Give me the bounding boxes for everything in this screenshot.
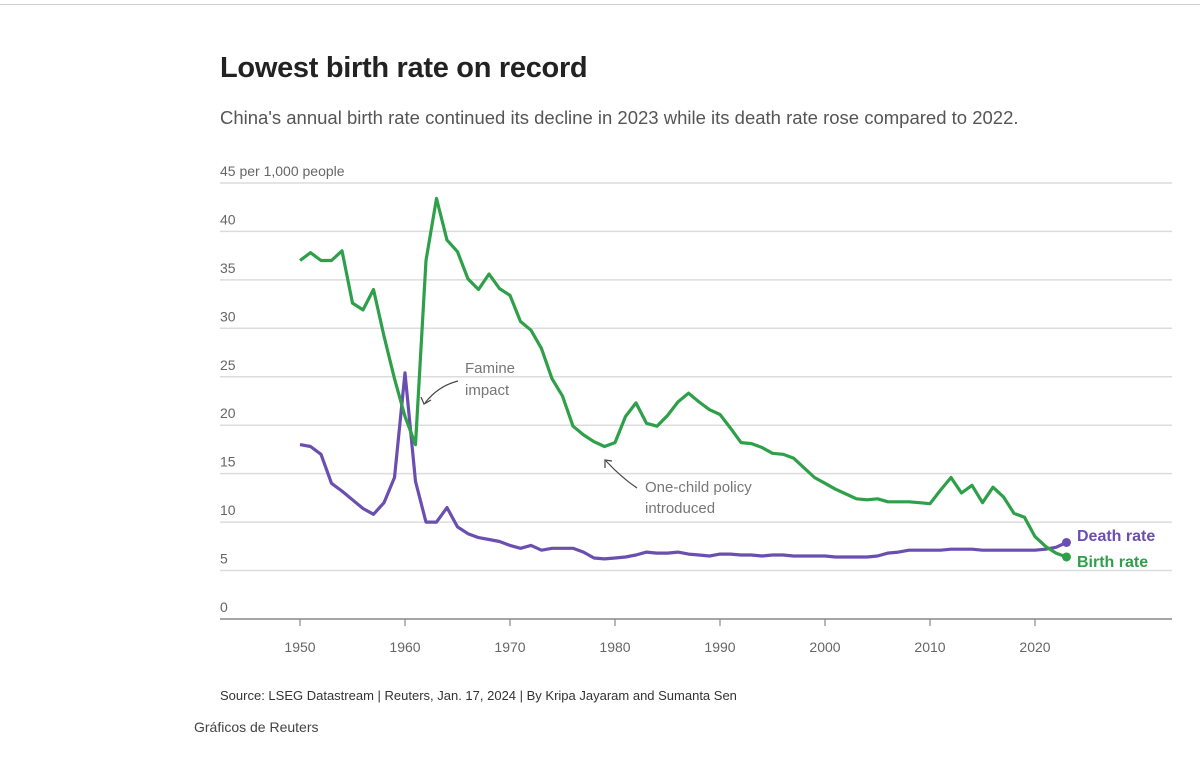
y-tick-label: 40 <box>220 211 236 227</box>
death-rate-line <box>299 371 1068 561</box>
y-tick-label: 25 <box>220 357 236 373</box>
x-tick-label: 1970 <box>494 639 525 655</box>
x-tick-label: 2020 <box>1019 639 1050 655</box>
y-tick-label: 45 per 1,000 people <box>220 163 345 179</box>
x-tick-label: 1990 <box>704 639 735 655</box>
y-tick-label: 15 <box>220 454 236 470</box>
y-tick-label: 10 <box>220 502 236 518</box>
y-tick-label: 35 <box>220 260 236 276</box>
y-tick-label: 30 <box>220 308 236 324</box>
arrowhead-icon <box>604 459 613 468</box>
chart-subtitle: China's annual birth rate continued its … <box>220 107 1019 128</box>
annotation-arrow <box>605 460 638 489</box>
top-divider <box>0 4 1200 5</box>
death-rate-label: Death rate <box>1077 528 1155 545</box>
annotation-famine: Famine <box>465 360 515 377</box>
source-note: Source: LSEG Datastream | Reuters, Jan. … <box>220 688 737 703</box>
annotation-one-child: introduced <box>645 500 715 517</box>
arrowhead-icon <box>420 396 432 405</box>
chart-title: Lowest birth rate on record <box>220 52 588 84</box>
x-tick-label: 2000 <box>809 639 840 655</box>
annotation-one-child: One-child policy <box>645 479 752 496</box>
birth-rate-line <box>299 196 1068 559</box>
birth-rate-label: Birth rate <box>1077 554 1148 571</box>
death-rate-endpoint <box>1062 537 1071 547</box>
birth-rate-endpoint <box>1062 552 1071 562</box>
annotation-famine: impact <box>465 382 510 399</box>
y-tick-label: 5 <box>220 551 228 567</box>
y-tick-label: 20 <box>220 405 236 421</box>
credit: Gráficos de Reuters <box>194 719 319 735</box>
y-tick-label: 0 <box>220 599 228 615</box>
x-tick-label: 1960 <box>389 639 420 655</box>
x-tick-label: 1980 <box>599 639 630 655</box>
x-tick-label: 1950 <box>284 639 315 655</box>
annotation-arrow <box>424 380 459 404</box>
x-tick-label: 2010 <box>914 639 945 655</box>
